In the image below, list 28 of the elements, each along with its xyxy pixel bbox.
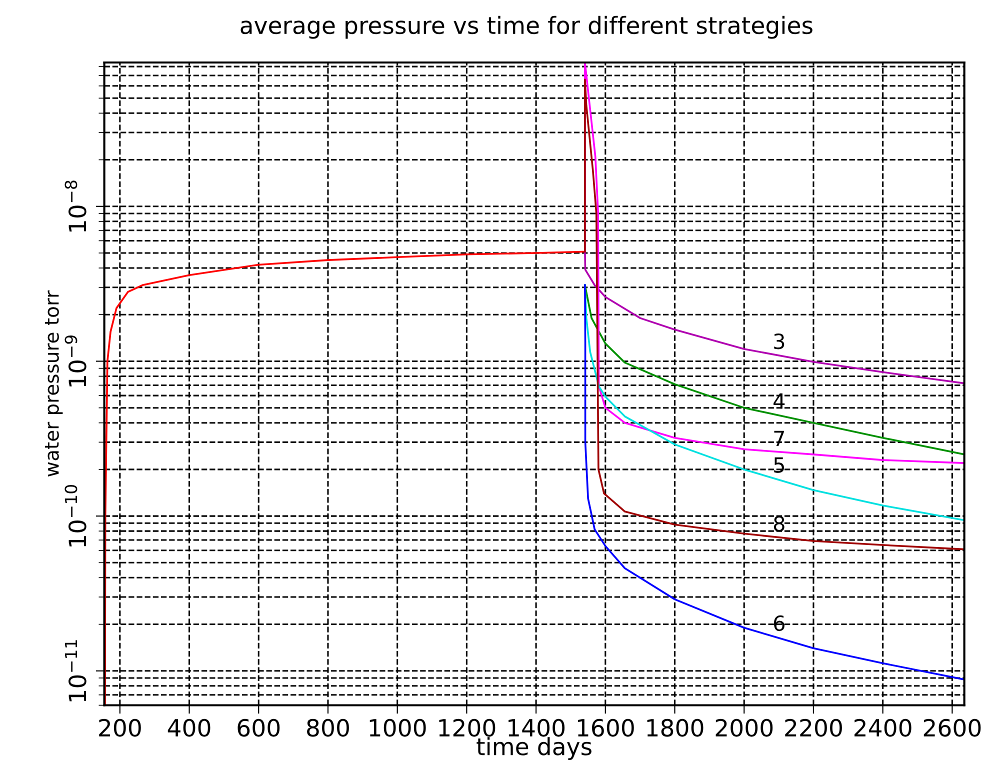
x-tick-label: 400 bbox=[168, 718, 210, 737]
line-series bbox=[584, 250, 964, 384]
line-series bbox=[584, 284, 964, 680]
x-tick-label: 1200 bbox=[439, 718, 496, 737]
x-tick-label: 1800 bbox=[647, 718, 704, 737]
x-tick-label: 1400 bbox=[508, 718, 565, 737]
x-tick-label: 1600 bbox=[578, 718, 634, 737]
x-tick-label: 800 bbox=[307, 718, 349, 737]
x-tick-label: 600 bbox=[238, 718, 280, 737]
x-tick-label: 1000 bbox=[370, 718, 426, 737]
line-series bbox=[584, 78, 964, 550]
line-series bbox=[584, 284, 964, 456]
y-tick-label: 10$^{−8}$ bbox=[64, 180, 86, 232]
x-tick-label: 2200 bbox=[785, 718, 842, 737]
series-label: 3 bbox=[774, 333, 784, 350]
x-tick-label: 2600 bbox=[924, 718, 981, 737]
y-axis-title: water pressure torr bbox=[45, 290, 63, 476]
line-series bbox=[104, 250, 586, 706]
x-tick-label: 2400 bbox=[854, 718, 912, 737]
x-axis-title: time days bbox=[476, 737, 592, 760]
x-tick-label: 2000 bbox=[716, 718, 773, 737]
chart-title: average pressure vs time for different strategies bbox=[240, 16, 812, 39]
series-label: 5 bbox=[774, 457, 784, 473]
y-tick-label: 10$^{−10}$ bbox=[64, 484, 86, 546]
y-tick-label: 10$^{−9}$ bbox=[64, 335, 86, 386]
x-tick-label: 200 bbox=[99, 718, 141, 737]
series-label: 6 bbox=[774, 615, 784, 632]
y-tick-label: 10$^{−11}$ bbox=[64, 640, 86, 702]
